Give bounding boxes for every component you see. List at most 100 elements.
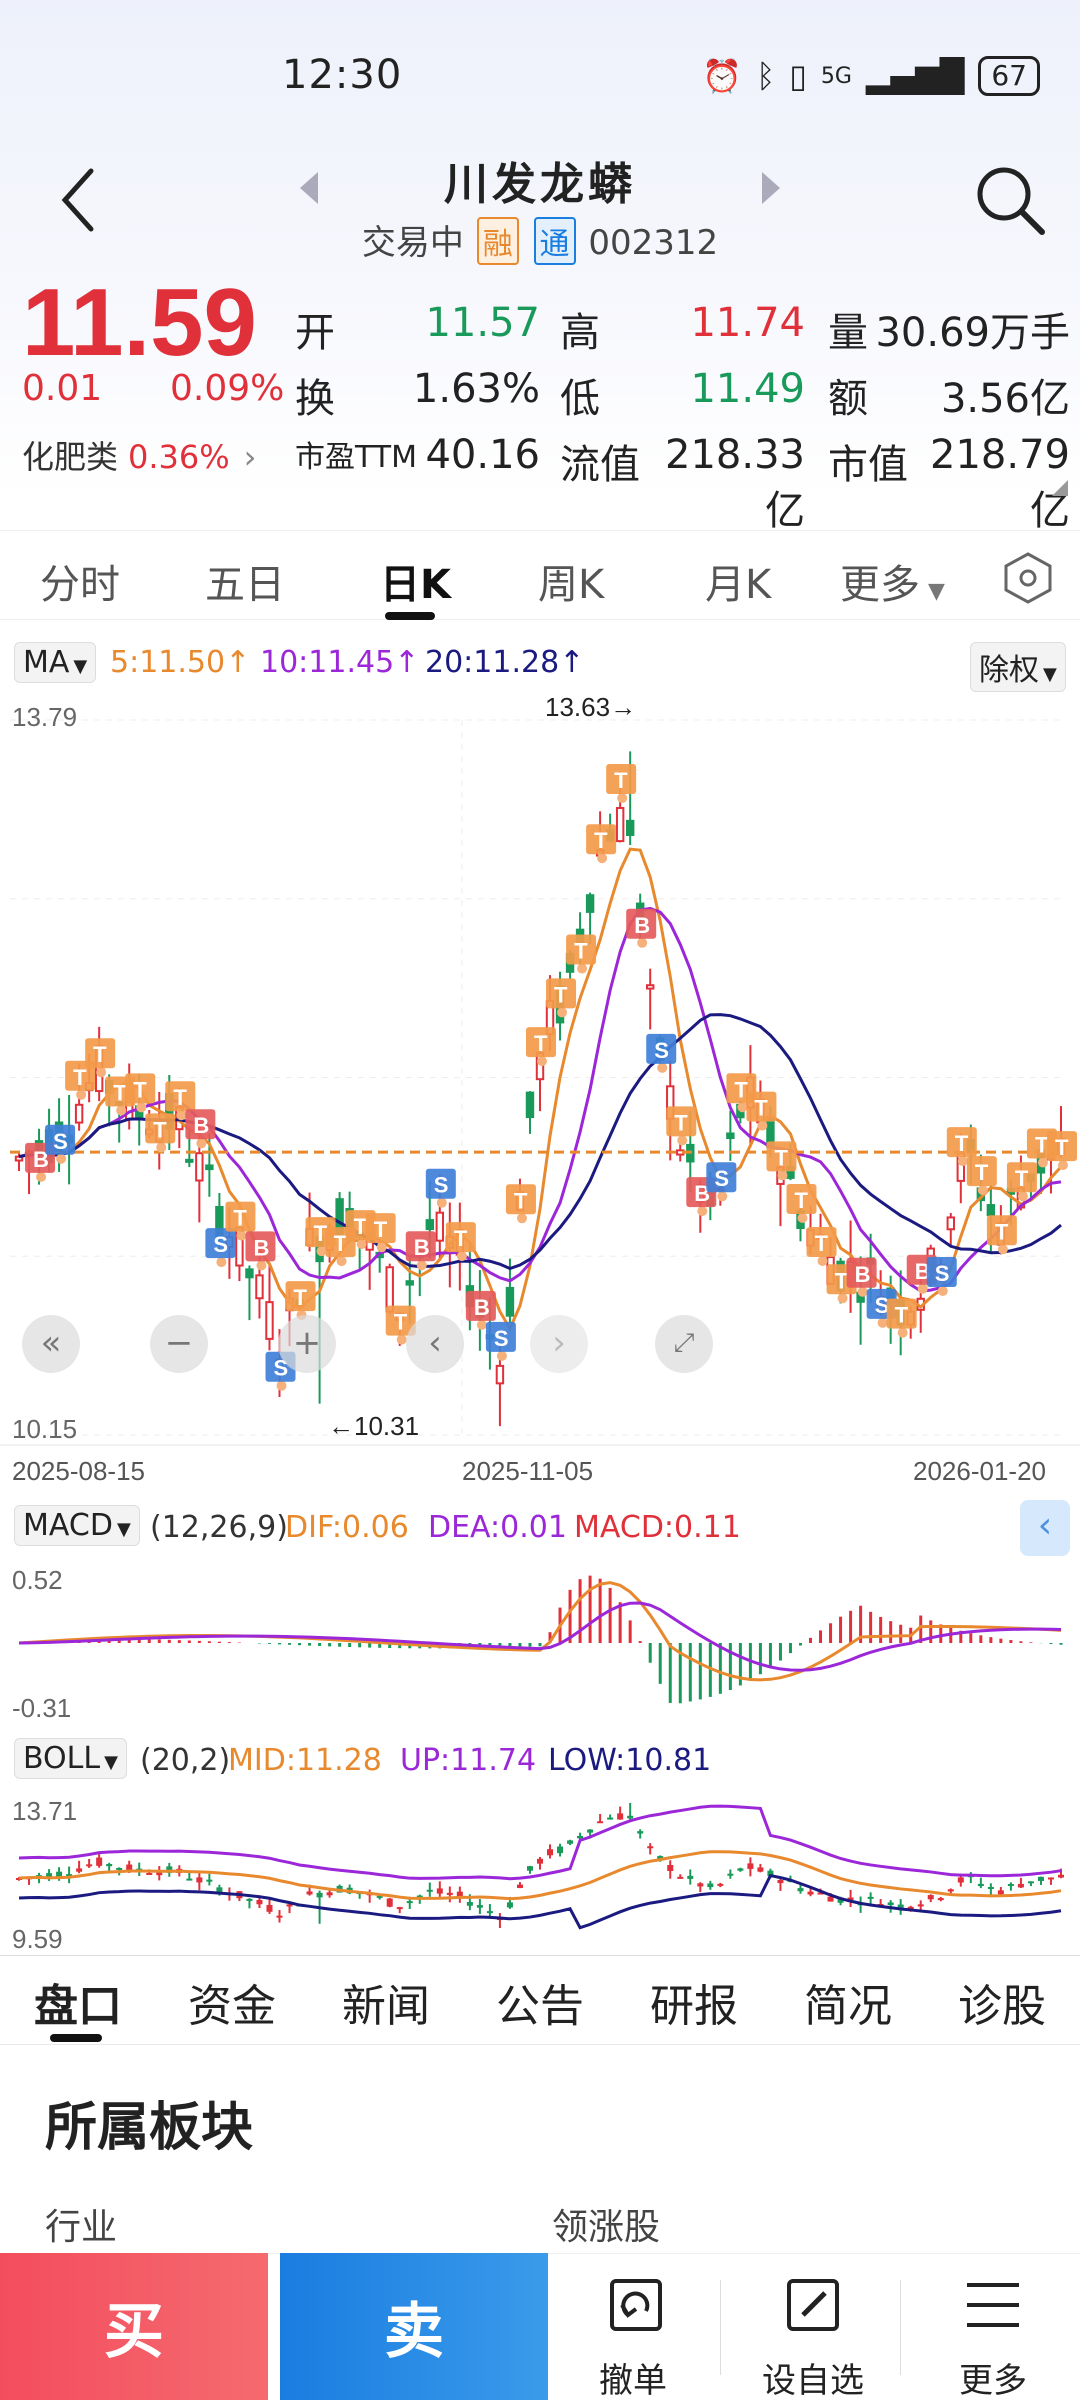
amount-label: 额	[828, 376, 868, 422]
price-change-pct: 0.09%	[170, 368, 285, 409]
sector-section-title: 所属板块	[45, 2098, 254, 2158]
caret-down-icon: ▼	[1043, 664, 1057, 685]
ma5-value: 5:11.50↑	[110, 645, 251, 680]
macd-dif: DIF:0.06	[285, 1510, 409, 1545]
tab-news[interactable]: 新闻	[342, 1981, 430, 2032]
tab-five-day[interactable]: 五日	[205, 562, 285, 608]
svg-text:T: T	[514, 1188, 528, 1213]
add-watchlist-button[interactable]: 设自选	[728, 2253, 898, 2400]
svg-text:T: T	[374, 1217, 388, 1242]
prev-stock-arrow-icon[interactable]	[300, 172, 318, 204]
svg-text:T: T	[614, 768, 628, 793]
search-icon[interactable]	[970, 160, 1050, 240]
next-stock-arrow-icon[interactable]	[762, 172, 780, 204]
zoom-out-icon[interactable]: −	[150, 1315, 208, 1373]
turnover-label: 换	[295, 376, 335, 422]
period-tab-bar	[0, 530, 1080, 620]
caret-down-icon: ▼	[116, 1519, 131, 1540]
caret-down-icon: ▼	[928, 579, 945, 604]
fullscreen-icon[interactable]: ⤢	[655, 1315, 713, 1373]
boll-selector[interactable]: BOLL ▼	[14, 1738, 127, 1779]
svg-text:S: S	[875, 1293, 890, 1318]
sector-name: 化肥类	[22, 438, 119, 476]
volume-value: 30.69万手	[875, 310, 1070, 356]
date-label-end: 2026-01-20	[913, 1456, 1046, 1486]
cancel-order-button[interactable]: 撤单	[548, 2253, 718, 2400]
scroll-left-icon[interactable]: ‹	[406, 1315, 464, 1373]
svg-text:T: T	[314, 1221, 328, 1246]
sell-button[interactable]: 卖	[280, 2253, 548, 2400]
macd-chart: 0.52 -0.31	[12, 1565, 1063, 1723]
low-label: 低	[560, 376, 600, 422]
boll-up: UP:11.74	[400, 1743, 537, 1778]
sector-pct: 0.36%	[128, 438, 230, 476]
info-tab-underline	[50, 2034, 102, 2042]
svg-text:T: T	[835, 1268, 849, 1293]
status-icons: ⏰ ᛒ ▯ 5G ▂▄▆█ 67	[702, 56, 1040, 96]
svg-text:B: B	[915, 1259, 931, 1284]
tab-weekly-k[interactable]: 周K	[538, 562, 605, 608]
boll-chart: 13.71 9.59	[12, 1796, 1064, 1954]
scroll-right-icon[interactable]: ›	[530, 1315, 588, 1373]
stock-subline: 交易中 融 通 002312	[0, 215, 1080, 265]
buy-button[interactable]: 买	[0, 2253, 268, 2400]
svg-text:T: T	[454, 1226, 468, 1251]
svg-text:T: T	[1015, 1166, 1029, 1191]
ma-selector[interactable]: MA ▼	[14, 642, 97, 683]
stock-name: 川发龙蟒	[444, 159, 636, 210]
active-tab-underline	[385, 612, 435, 620]
status-time: 12:30	[282, 52, 403, 98]
menu-icon	[967, 2283, 1019, 2327]
macd-selector[interactable]: MACD ▼	[14, 1505, 140, 1546]
panel-collapse-icon[interactable]: ‹	[1020, 1500, 1070, 1556]
open-label: 开	[295, 310, 335, 356]
tab-diagnosis[interactable]: 诊股	[958, 1981, 1046, 2032]
tab-intraday[interactable]: 分时	[40, 562, 120, 608]
svg-text:B: B	[474, 1295, 490, 1320]
svg-text:T: T	[354, 1214, 368, 1239]
svg-text:B: B	[253, 1235, 269, 1260]
turnover-value: 1.63%	[412, 366, 540, 412]
svg-text:T: T	[995, 1219, 1009, 1244]
svg-text:T: T	[394, 1310, 408, 1335]
tab-order-book[interactable]: 盘口	[34, 1981, 122, 2032]
ma20-value: 20:11.28↑	[425, 645, 585, 680]
chart-settings-icon[interactable]	[1000, 550, 1056, 606]
scroll-left-fast-icon[interactable]: «	[22, 1315, 80, 1373]
kline-y-max: 13.79	[12, 702, 77, 732]
sector-link[interactable]: 化肥类 0.36% ›	[22, 432, 256, 478]
macd-params: (12,26,9)	[150, 1510, 288, 1545]
caret-down-icon: ▼	[104, 1752, 118, 1773]
tab-daily-k[interactable]: 日K	[380, 562, 451, 608]
divider	[0, 2044, 1080, 2045]
mcap-label: 市值	[828, 442, 908, 488]
svg-text:B: B	[193, 1113, 209, 1138]
ma10-value: 10:11.45↑	[260, 645, 420, 680]
stock-code: 002312	[588, 223, 719, 263]
date-label-start: 2025-08-15	[12, 1456, 145, 1486]
svg-text:T: T	[73, 1065, 87, 1090]
tab-announcements[interactable]: 公告	[496, 1981, 584, 2032]
svg-text:T: T	[594, 828, 608, 853]
adjust-selector[interactable]: 除权 ▼	[970, 642, 1066, 692]
more-button[interactable]: 更多	[908, 2253, 1078, 2400]
signal-icon: ▂▄▆█	[865, 57, 965, 95]
expand-corner-icon[interactable]	[1052, 480, 1068, 496]
svg-text:T: T	[754, 1096, 768, 1121]
adjust-label: 除权	[979, 653, 1039, 688]
svg-text:T: T	[955, 1131, 969, 1156]
macd-y-min: -0.31	[12, 1693, 71, 1723]
boll-low: LOW:10.81	[548, 1743, 712, 1778]
svg-text:S: S	[53, 1129, 68, 1154]
tab-monthly-k[interactable]: 月K	[705, 562, 772, 608]
zoom-in-icon[interactable]: +	[278, 1315, 336, 1373]
boll-y-min: 9.59	[12, 1924, 63, 1954]
tab-capital[interactable]: 资金	[188, 1981, 276, 2032]
tab-research[interactable]: 研报	[650, 1981, 738, 2032]
tab-more[interactable]: 更多 ▼	[840, 552, 945, 610]
tab-profile[interactable]: 简况	[804, 1981, 892, 2032]
svg-text:T: T	[734, 1077, 748, 1102]
divider	[900, 2280, 901, 2375]
back-icon[interactable]	[55, 165, 105, 235]
